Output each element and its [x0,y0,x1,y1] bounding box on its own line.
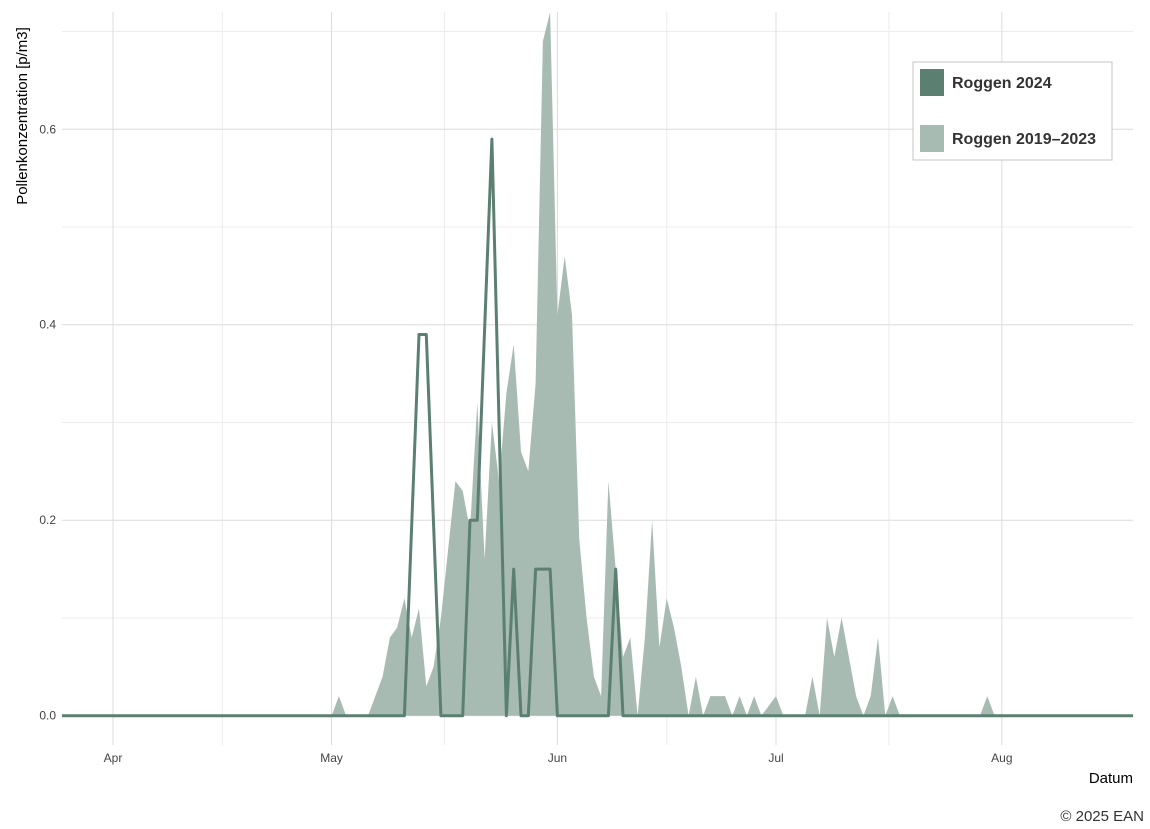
y-tick-label: 0.0 [39,709,56,723]
x-tick-label: Apr [104,751,123,765]
series-line-roggen-2024 [62,137,1133,718]
y-axis-title: Pollenkonzentration [p/m3] [14,27,31,205]
y-tick-label: 0.4 [39,318,56,332]
x-tick-label: Jul [768,751,783,765]
series-line-layer [62,137,1133,718]
legend-box [912,61,1113,161]
x-axis-title: Datum [1089,770,1133,787]
legend: Roggen 2024 Roggen 2019–2023 [912,61,1113,161]
y-tick-label: 0.6 [39,122,56,136]
y-tick-label: 0.2 [39,513,56,527]
x-tick-label: May [320,751,343,765]
x-tick-label: Jun [548,751,567,765]
legend-swatch-roggen-2019-2023 [920,125,944,152]
x-tick-label: Aug [991,751,1012,765]
legend-swatch-roggen-2024 [920,69,944,96]
copyright-text: © 2025 EAN [1060,808,1144,825]
legend-label-roggen-2019-2023: Roggen 2019–2023 [952,131,1096,148]
tick-labels: Apr May Jun Jul Aug 0.0 0.2 0.4 0.6 [39,122,1012,765]
legend-label-roggen-2024: Roggen 2024 [952,75,1052,92]
